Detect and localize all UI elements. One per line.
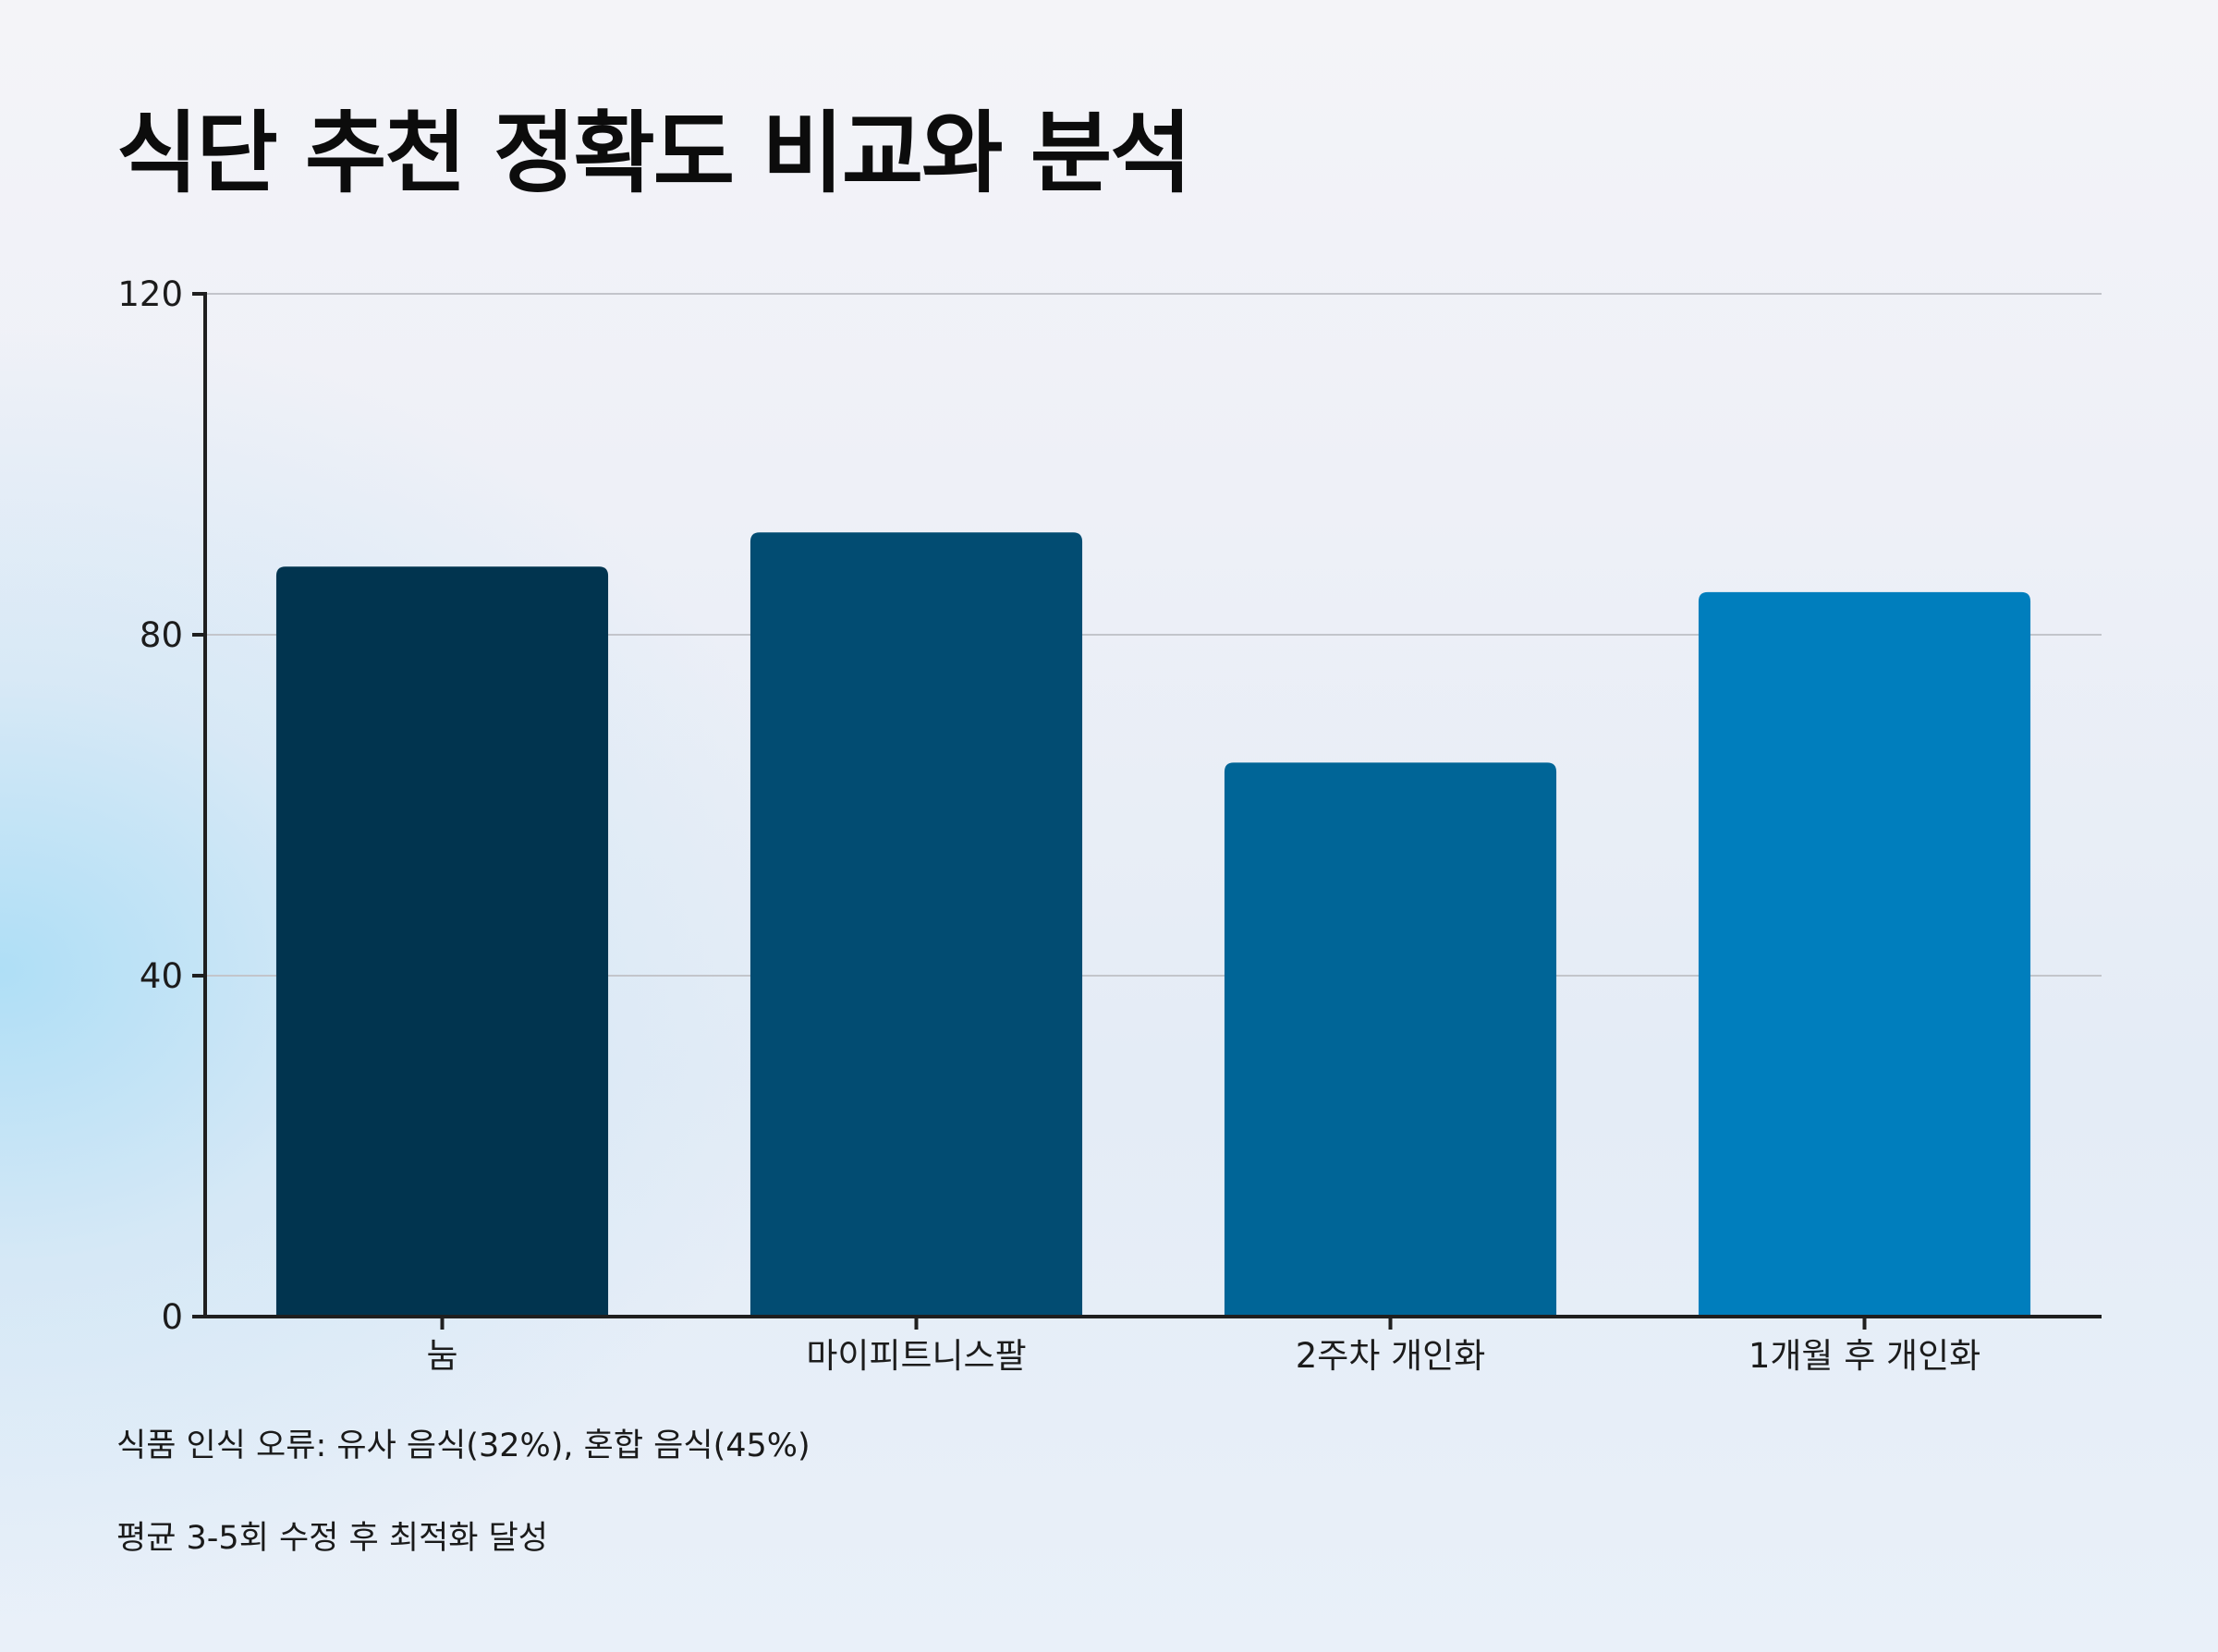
- bar: [275, 566, 609, 1317]
- x-tick-label: 2주차 개인화: [1296, 1336, 1486, 1376]
- chart-title: 식단 추천 정확도 비교와 분석: [116, 102, 1192, 205]
- tick-labels: 0 40 80 120 눔 마이피트니스팔 2주차 개인화 1개월 후 개인화: [117, 274, 1980, 1376]
- bar: [1698, 591, 2031, 1317]
- x-tick-label: 1개월 후 개인화: [1749, 1336, 1980, 1376]
- bars: [275, 532, 2031, 1317]
- bar: [749, 532, 1083, 1317]
- x-tick-label: 마이피트니스팔: [806, 1336, 1026, 1376]
- axes: [192, 292, 2102, 1330]
- bar: [1224, 762, 1557, 1317]
- y-tick-label: 40: [140, 956, 183, 996]
- annotation-recognition-errors: 식품 인식 오류: 유사 음식(32%), 혼합 음식(45%): [116, 1427, 810, 1464]
- y-tick-label: 80: [140, 615, 183, 655]
- y-tick-label: 0: [161, 1297, 183, 1337]
- x-tick-label: 눔: [426, 1336, 457, 1376]
- y-tick-label: 120: [117, 274, 183, 314]
- annotation-optimization: 평균 3-5회 수정 후 최적화 달성: [116, 1520, 548, 1557]
